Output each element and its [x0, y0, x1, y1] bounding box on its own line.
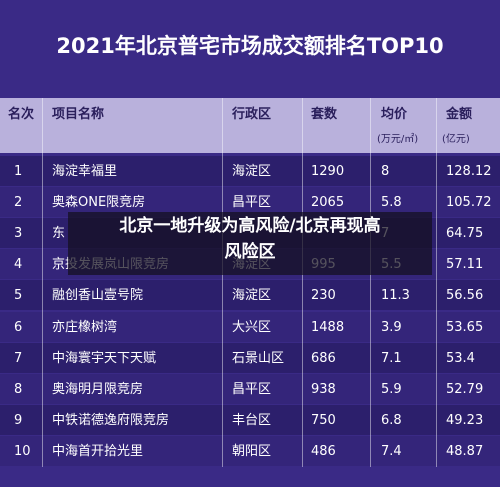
caption-line: 风险区 — [224, 242, 276, 262]
table-cell: 105.72 — [446, 195, 492, 211]
caption-band — [68, 212, 432, 275]
table-row — [0, 156, 500, 187]
table-row — [0, 311, 500, 342]
column-unit: (亿元) — [442, 134, 470, 145]
column-divider — [370, 98, 371, 467]
table-cell: 中海首开拾光里 — [52, 443, 144, 459]
table-cell: 昌平区 — [232, 381, 272, 397]
table-cell: 海淀区 — [232, 288, 272, 304]
column-header: 名次 — [8, 107, 35, 122]
table-cell: 昌平区 — [232, 195, 272, 211]
table-cell: 3.9 — [381, 319, 402, 335]
table-cell: 融创香山壹号院 — [52, 288, 144, 304]
rank: 3 — [14, 226, 23, 242]
table-cell: 海淀区 — [232, 164, 272, 179]
rank: 9 — [14, 412, 23, 428]
table-cell: 丰台区 — [232, 412, 272, 428]
table-cell: 64.75 — [446, 226, 484, 242]
table-cell: 686 — [311, 350, 336, 366]
table-cell: 56.56 — [446, 288, 484, 304]
column-divider — [222, 98, 223, 467]
table-row — [0, 373, 500, 404]
table-cell: 53.65 — [446, 319, 484, 335]
column-header: 行政区 — [232, 107, 272, 122]
table-row — [0, 280, 500, 311]
table-cell: 128.12 — [446, 164, 492, 179]
rank: 10 — [14, 443, 31, 459]
column-header: 均价 — [381, 107, 408, 122]
table-cell: 5.9 — [381, 381, 402, 397]
table-cell: 7.1 — [381, 350, 402, 366]
rank: 6 — [14, 319, 23, 335]
column-divider — [302, 98, 303, 467]
table-cell: 东 — [52, 226, 66, 242]
rank: 8 — [14, 381, 23, 397]
table-cell: 2065 — [311, 195, 345, 211]
column-divider — [42, 98, 43, 467]
table-cell: 奥海明月限竞房 — [52, 381, 144, 397]
table-cell: 938 — [311, 381, 336, 397]
table-cell: 6.8 — [381, 412, 402, 428]
rank: 1 — [14, 164, 23, 179]
column-header: 套数 — [311, 107, 338, 122]
table-cell: 48.87 — [446, 443, 484, 459]
rank: 7 — [14, 350, 23, 366]
table-cell: 750 — [311, 412, 336, 428]
table-cell: 49.23 — [446, 412, 484, 428]
table-cell: 8 — [381, 164, 390, 179]
table-row — [0, 342, 500, 373]
table-row — [0, 404, 500, 435]
rank: 5 — [14, 288, 23, 304]
table-cell: 1290 — [311, 164, 345, 179]
table-cell: 52.79 — [446, 381, 484, 397]
table-row — [0, 435, 500, 466]
table-cell: 亦庄橡树湾 — [52, 319, 118, 335]
table-cell: 中海寰宇天下天赋 — [52, 350, 157, 366]
table-cell: 5.8 — [381, 195, 402, 211]
column-divider — [436, 98, 437, 467]
table-cell: 中铁诺德逸府限竞房 — [52, 412, 170, 428]
table-cell: 海淀幸福里 — [52, 164, 118, 179]
table-cell: 大兴区 — [232, 319, 272, 335]
rank: 4 — [14, 257, 23, 273]
caption-line: 北京一地升级为高风险/北京再现高 — [119, 216, 381, 236]
column-unit: (万元/㎡) — [377, 134, 419, 145]
column-header: 金额 — [446, 107, 473, 122]
table-cell: 53.4 — [446, 350, 475, 366]
rank: 2 — [14, 195, 23, 211]
table-cell: 11.3 — [381, 288, 410, 304]
title: 2021年北京普宅市场成交额排名TOP10 — [56, 34, 444, 58]
column-header: 项目名称 — [52, 107, 105, 122]
table-cell: 1488 — [311, 319, 345, 335]
table-cell: 7.4 — [381, 443, 402, 459]
table-cell: 57.11 — [446, 257, 484, 273]
table-header-bg — [0, 98, 500, 153]
table-cell: 奥森ONE限竞房 — [52, 195, 146, 211]
table-cell: 230 — [311, 288, 336, 304]
table-cell: 朝阳区 — [232, 443, 272, 459]
table-cell: 486 — [311, 443, 336, 459]
table-cell: 石景山区 — [232, 350, 285, 366]
